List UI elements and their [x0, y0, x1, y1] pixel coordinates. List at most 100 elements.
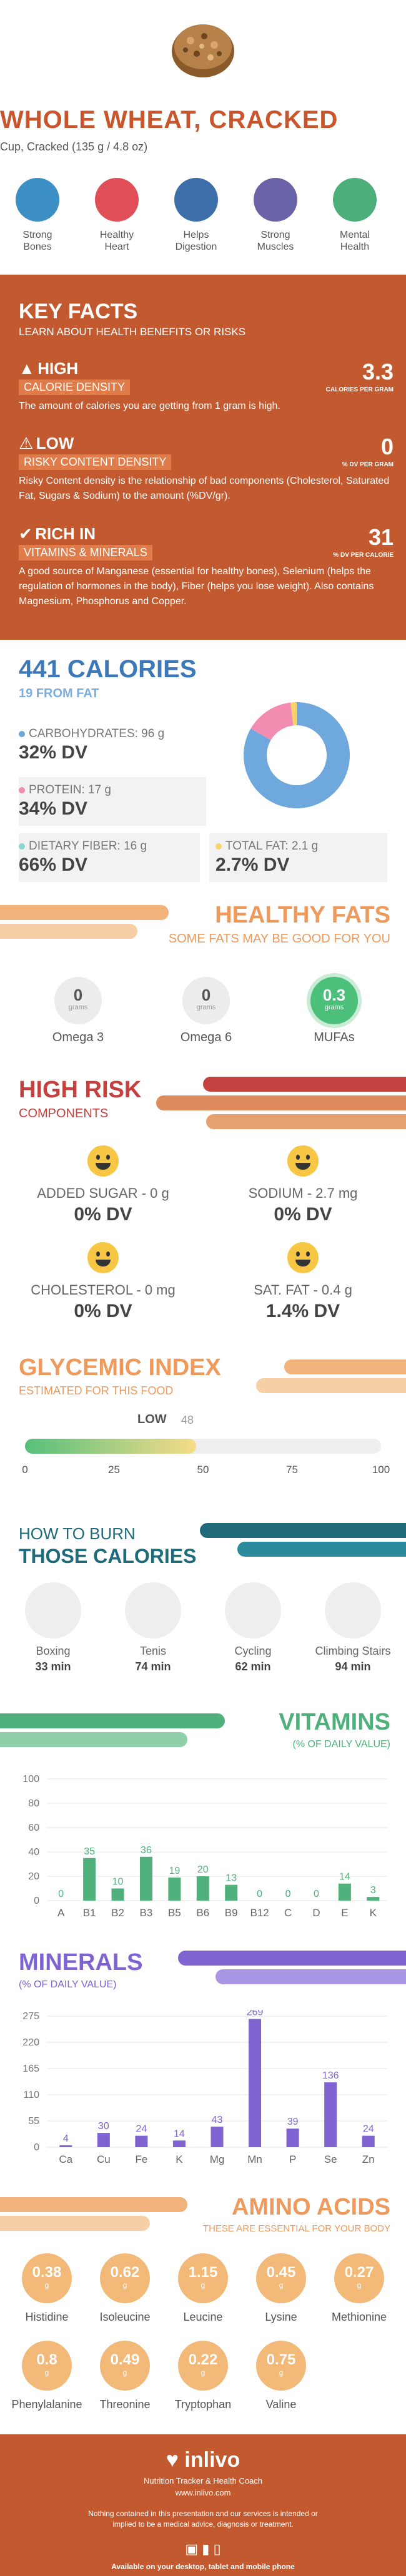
- amino-unit: g: [44, 2368, 49, 2377]
- fact-description: The amount of calories you are getting f…: [19, 401, 280, 411]
- benefit-label-line1: Strong: [22, 230, 52, 240]
- amino-unit: g: [279, 2368, 284, 2377]
- amino-badge: 0.49 g: [100, 2341, 150, 2391]
- burn-title-line2: THOSE CALORIES: [19, 1545, 197, 1567]
- smiley-icon: [87, 1242, 119, 1273]
- decor-stripe: [237, 1542, 406, 1557]
- flame-icon: ▲: [19, 359, 35, 378]
- amino-title: AMINO ACIDS: [231, 2194, 390, 2220]
- fat-item: 0 grams Omega 6: [166, 977, 247, 1045]
- amino-label: Tryptophan: [174, 2398, 232, 2411]
- y-tick-label: 20: [28, 1871, 39, 1882]
- glycemic-index-section: GLYCEMIC INDEX ESTIMATED FOR THIS FOOD L…: [0, 1348, 406, 1511]
- stomach-icon: [174, 178, 218, 222]
- bone-icon: [16, 178, 59, 222]
- macro-carbohydrates: CARBOHYDRATES: 96 g 32% DV: [19, 727, 206, 763]
- bar-Ca: [59, 2145, 72, 2147]
- fat-circle: 0.3 grams: [310, 977, 358, 1024]
- decor-stripe: [0, 924, 137, 939]
- decor-stripe: [284, 1359, 406, 1374]
- high-risk-title: HIGH RISK: [19, 1077, 142, 1103]
- vitamins-subtitle: (% OF DAILY VALUE): [292, 1739, 390, 1750]
- footer-url[interactable]: www.inlivo.com: [175, 2488, 231, 2497]
- activity-item: Boxing 33 min: [6, 1582, 100, 1673]
- bar-Mn: [249, 2019, 262, 2147]
- burn-title-line1: HOW TO BURN: [19, 1524, 136, 1543]
- fat-value: 0: [73, 986, 83, 1004]
- activity-item: Tenis 74 min: [106, 1582, 200, 1673]
- fat-dot-icon: [215, 843, 222, 850]
- donut-slice-protein: [250, 702, 294, 740]
- minerals-subtitle: (% OF DAILY VALUE): [19, 1979, 117, 1990]
- y-tick-label: 55: [28, 2116, 39, 2127]
- fat-unit: grams: [196, 1004, 216, 1011]
- smiley-icon: [87, 1145, 119, 1177]
- fact-calorie-density: ▲ HIGH CALORIE DENSITY 3.3 CALORIES PER …: [19, 359, 394, 414]
- fiber-dot-icon: [19, 843, 25, 850]
- glycemic-title: GLYCEMIC INDEX: [19, 1354, 221, 1381]
- fat-value: 0: [201, 986, 211, 1004]
- macro-name: CARBOHYDRATES: 96 g: [29, 727, 165, 740]
- stairs-icon: [325, 1582, 381, 1638]
- fact-risky-content: ⚠ LOW RISKY CONTENT DENSITY 0 % DV PER G…: [19, 434, 394, 504]
- benefit-label-line2: Muscles: [257, 242, 294, 252]
- x-tick-label: Zn: [362, 2153, 375, 2165]
- decor-stripe: [200, 1523, 406, 1538]
- risk-dv: 0% DV: [274, 1204, 332, 1225]
- bar-value-label: 19: [169, 1866, 180, 1876]
- high-risk-section: HIGH RISK COMPONENTS ADDED SUGAR - 0 g 0%…: [0, 1070, 406, 1333]
- x-tick-label: Fe: [135, 2153, 147, 2165]
- footer: ♥ inlivo Nutrition Tracker & Health Coac…: [0, 2434, 406, 2576]
- macro-dv: 2.7% DV: [215, 855, 290, 875]
- amino-unit: g: [201, 2368, 205, 2377]
- macro-dv: 32% DV: [19, 742, 88, 763]
- glycemic-level: LOW: [137, 1413, 167, 1426]
- minerals-title: MINERALS: [19, 1949, 143, 1976]
- macro-fiber: DIETARY FIBER: 16 g 66% DV: [19, 833, 200, 882]
- footer-disclaimer: Nothing contained in this presentation a…: [88, 2509, 318, 2529]
- y-tick-label: 110: [23, 2090, 39, 2100]
- activity-time: 94 min: [335, 1660, 371, 1673]
- activity-time: 33 min: [35, 1660, 71, 1673]
- bar-value-label: 269: [247, 2010, 264, 2018]
- risk-name: ADDED SUGAR - 0 g: [37, 1185, 169, 1201]
- healthy-fats-subtitle: SOME FATS MAY BE GOOD FOR YOU: [168, 932, 390, 946]
- amino-value: 0.27: [344, 2264, 374, 2281]
- glycemic-tick-label: 0: [22, 1464, 28, 1476]
- bar-Se: [324, 2082, 337, 2147]
- fat-unit: grams: [68, 1004, 88, 1011]
- decor-stripe: [203, 1077, 406, 1092]
- footer-tagline: Nutrition Tracker & Health Coach: [143, 2476, 263, 2485]
- fact-level: RICH IN: [35, 524, 96, 543]
- fact-category: RISKY CONTENT DENSITY: [19, 454, 172, 470]
- bar-value-label: 14: [174, 2128, 185, 2139]
- cycling-icon: [225, 1582, 281, 1638]
- decor-stripe: [0, 1732, 187, 1747]
- x-tick-label: Mn: [247, 2153, 262, 2165]
- key-facts-subtitle: LEARN ABOUT HEALTH BENEFITS OR RISKS: [19, 326, 246, 338]
- bar-value-label: 0: [314, 1889, 319, 1899]
- x-tick-label: Ca: [59, 2153, 72, 2165]
- macro-fat: TOTAL FAT: 2.1 g 2.7% DV: [209, 833, 387, 882]
- bar-value-label: 14: [339, 1872, 350, 1883]
- y-tick-label: 80: [28, 1798, 39, 1809]
- fact-category: VITAMINS & MINERALS: [19, 545, 152, 561]
- fat-item: 0 grams Omega 3: [37, 977, 119, 1045]
- amino-unit: g: [122, 2368, 127, 2377]
- decor-stripe: [178, 1951, 406, 1966]
- risk-name: SAT. FAT - 0.4 g: [254, 1282, 352, 1298]
- bar-value-label: 10: [112, 1877, 124, 1888]
- amino-value: 0.22: [188, 2351, 218, 2368]
- x-tick-label: Cu: [97, 2153, 111, 2165]
- decor-stripe: [256, 1378, 406, 1393]
- fat-label: MUFAs: [314, 1031, 355, 1044]
- serving-size: Cup, Cracked (135 g / 4.8 oz): [0, 140, 148, 153]
- benefit-label-line1: Helps: [183, 230, 209, 240]
- benefit-item: Helps Digestion: [162, 178, 230, 253]
- amino-label: Histidine: [25, 2311, 69, 2323]
- warning-icon: ⚠: [19, 434, 34, 453]
- fat-unit: grams: [324, 1004, 344, 1011]
- amino-value: 0.8: [36, 2351, 57, 2368]
- fact-description: Risky Content density is the relationshi…: [19, 476, 390, 501]
